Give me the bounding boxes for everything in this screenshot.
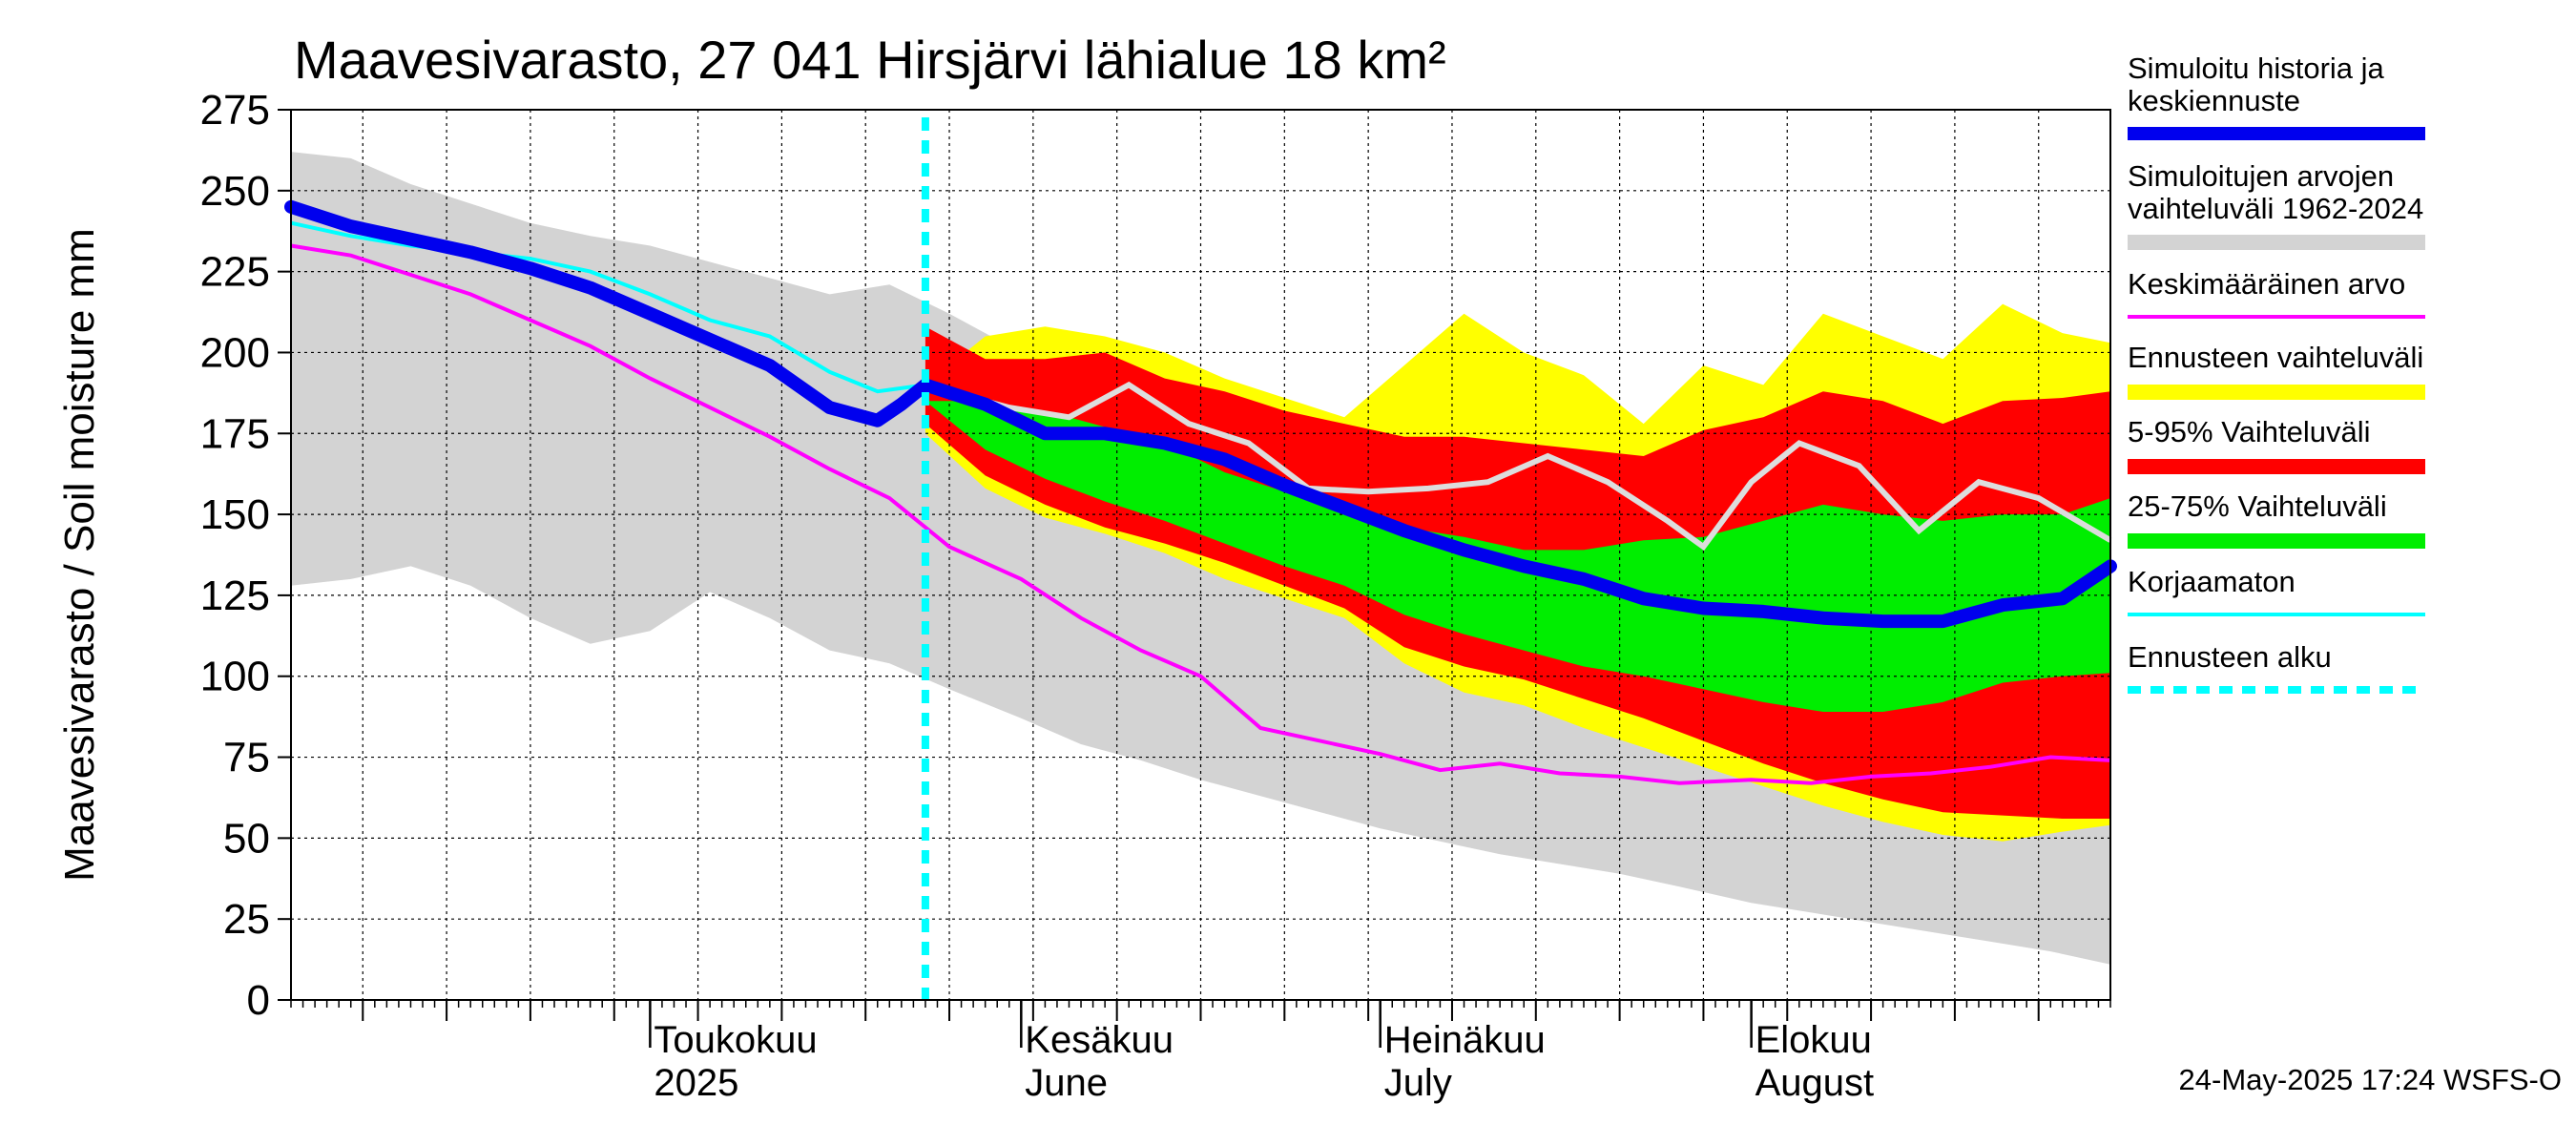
legend-label: Korjaamaton [2128,565,2296,598]
y-axis-label: Maavesivarasto / Soil moisture mm [56,228,103,882]
legend-label: 25-75% Vaihteluväli [2128,489,2387,523]
simulated-history-line [284,199,2117,629]
lines-layer [284,117,2117,1000]
y-tick-label: 125 [200,572,270,619]
legend-item-mean: Keskimääräinen arvo [2128,267,2425,319]
x-month-sublabel: June [1025,1062,1108,1104]
x-month-label: Kesäkuu [1025,1019,1174,1061]
y-tick-label: 25 [223,896,270,943]
uncorrected-line [290,220,926,394]
y-tick-label: 50 [223,815,270,862]
legend-label-line1: Simuloitu historia ja [2128,52,2385,85]
y-tick-label: 225 [200,249,270,296]
legend-item-uncorrected: Korjaamaton [2128,565,2425,616]
chart-title: Maavesivarasto, 27 041 Hirsjärvi lähialu… [294,30,1446,90]
legend-item-forecast-start: Ennusteen alku [2128,640,2425,694]
legend-item-forecast-range: Ennusteen vaihteluväli [2128,341,2425,400]
x-month-sublabel: 2025 [654,1062,738,1104]
percentile-25-75-band [924,401,2110,712]
forecast-light-line [924,381,2112,552]
legend-label: Ennusteen alku [2128,640,2332,674]
legend-label-line2: keskiennuste [2128,84,2300,117]
y-tick-label: 0 [247,977,270,1024]
mean-value-line [290,243,2111,785]
legend-label: Keskimääräinen arvo [2128,267,2405,301]
legend: Simuloitu historia jakeskiennusteSimuloi… [2128,52,2425,694]
x-month-label: Toukokuu [654,1019,817,1061]
x-month-label: Elokuu [1755,1019,1872,1061]
x-month-sublabel: August [1755,1062,1875,1104]
y-tick-label: 175 [200,410,270,457]
y-tick-label: 200 [200,329,270,376]
legend-label: 5-95% Vaihteluväli [2128,415,2370,448]
axes-layer: 0 25 50 75 100 125 150 175 200 225 250 275 Toukokuu2… [200,87,2111,1104]
legend-item-p5-95: 5-95% Vaihteluväli [2128,415,2425,474]
y-tick-label: 150 [200,491,270,538]
y-tick-label: 250 [200,168,270,215]
grid-layer [291,110,2110,1000]
y-tick-label: 275 [200,87,270,134]
y-tick-label: 75 [223,735,270,781]
x-month-sublabel: July [1384,1062,1452,1104]
legend-label-line2: vaihteluväli 1962-2024 [2128,192,2423,225]
legend-label: Ennusteen vaihteluväli [2128,341,2423,374]
legend-label-line1: Simuloitujen arvojen [2128,159,2394,193]
y-tick-label: 100 [200,654,270,700]
legend-item-p25-75: 25-75% Vaihteluväli [2128,489,2425,549]
x-month-label: Heinäkuu [1384,1019,1546,1061]
timestamp-footer: 24-May-2025 17:24 WSFS-O [2179,1063,2562,1096]
